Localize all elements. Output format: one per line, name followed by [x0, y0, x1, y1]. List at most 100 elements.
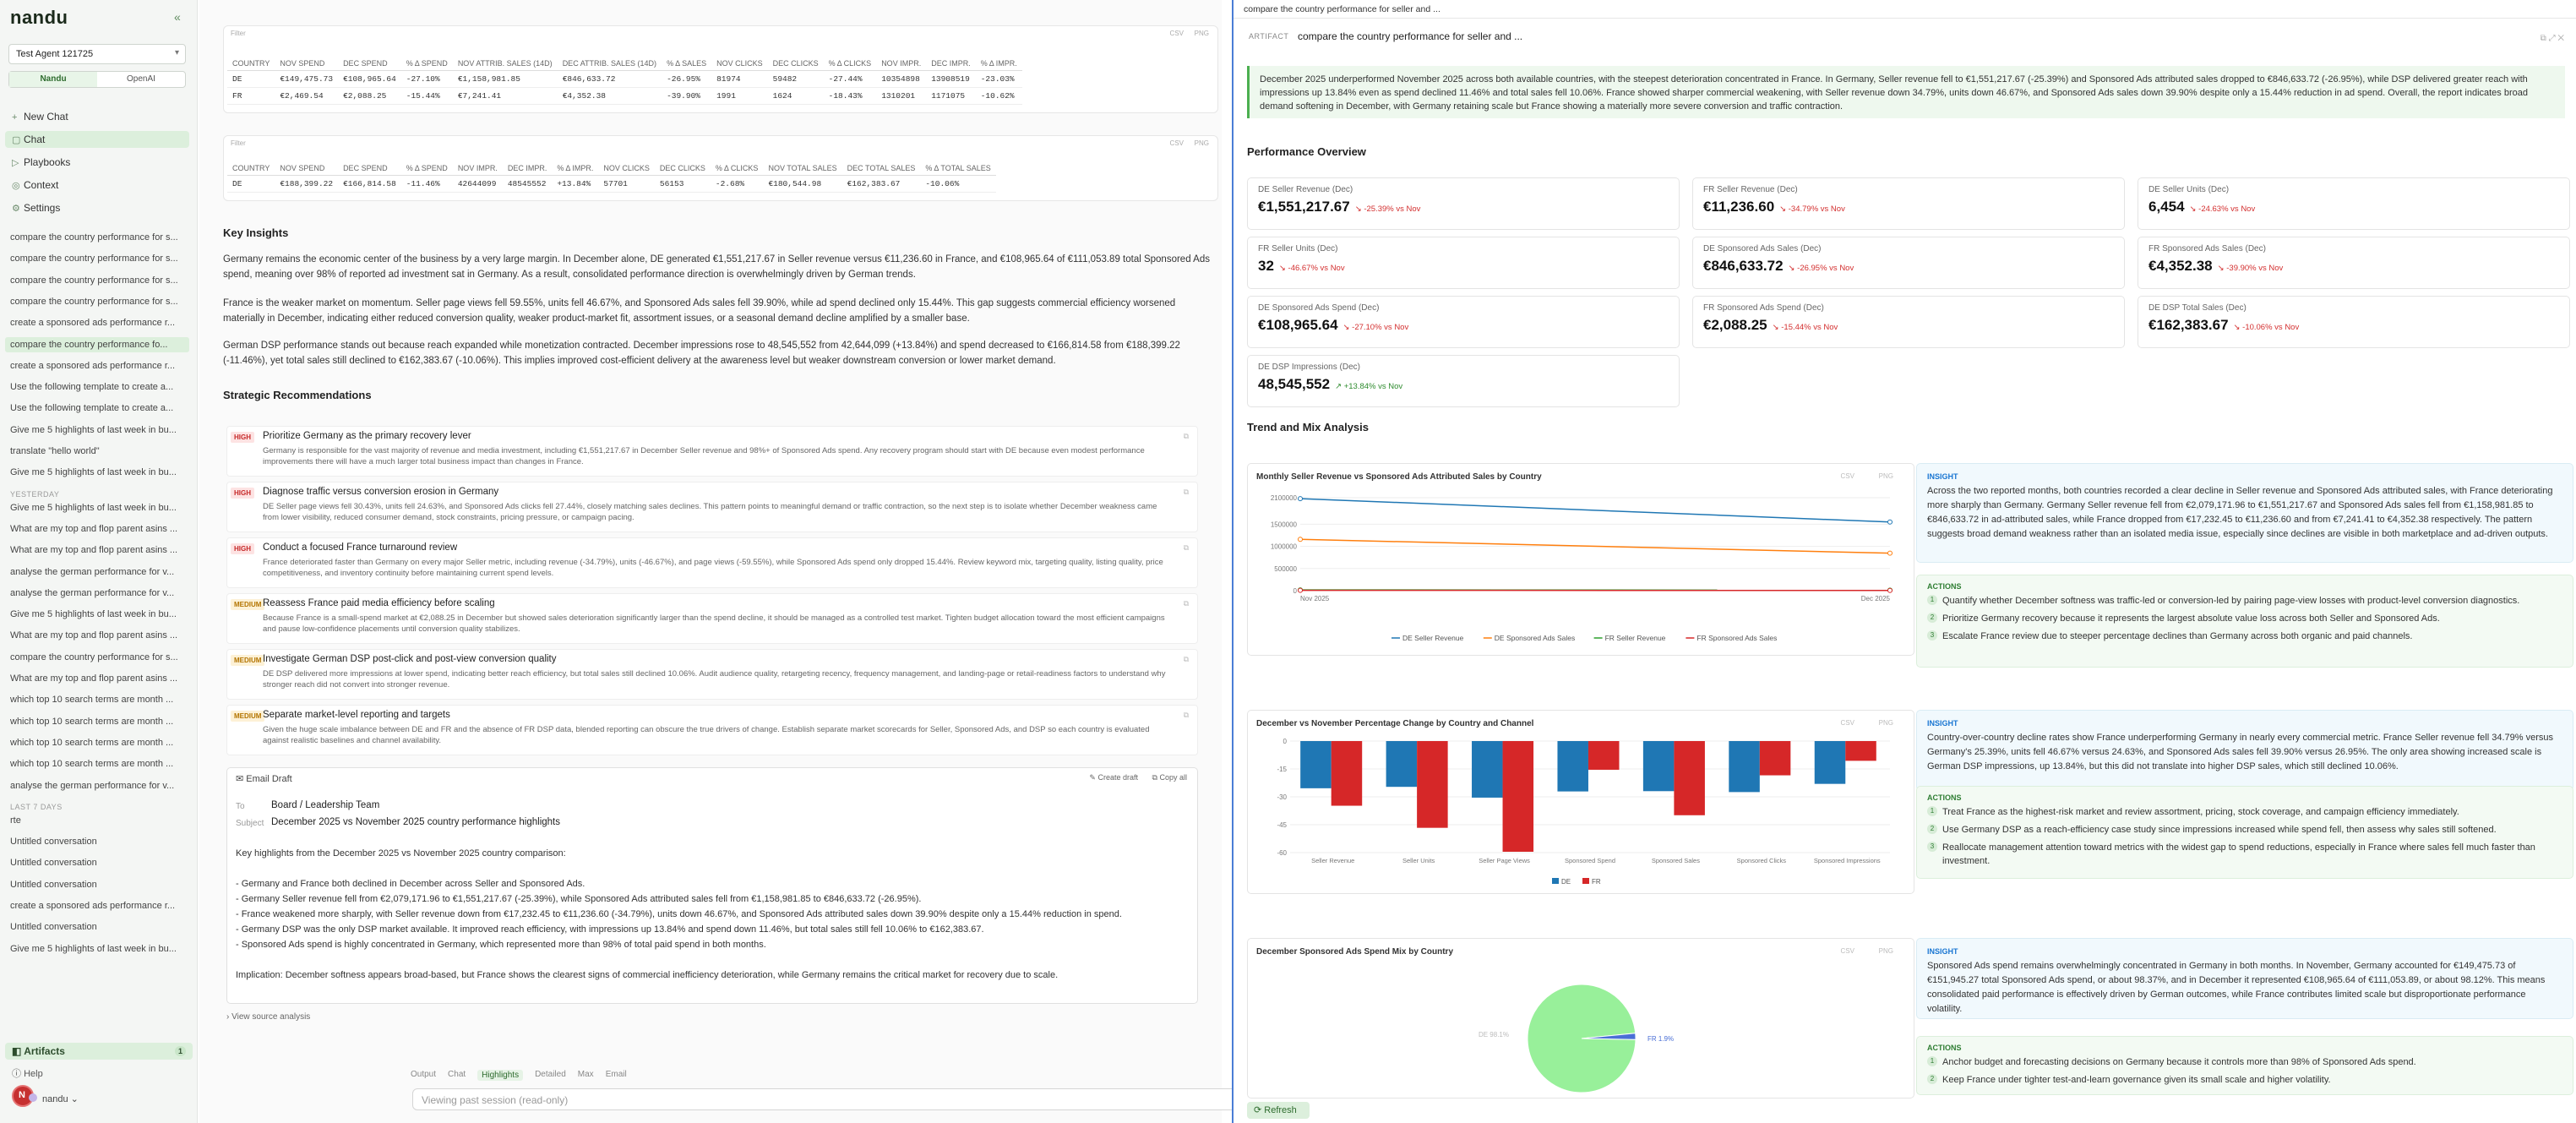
- history-item[interactable]: Give me 5 highlights of last week in bu.…: [10, 502, 177, 513]
- history-item[interactable]: create a sponsored ads performance r...: [10, 318, 176, 329]
- history-item[interactable]: What are my top and flop parent asins ..…: [10, 630, 178, 641]
- copy-icon[interactable]: ⧉: [1183, 488, 1189, 496]
- history-item[interactable]: Use the following template to create a..…: [10, 403, 174, 414]
- recommendation-title: Investigate German DSP post-click and po…: [263, 654, 557, 664]
- bar[interactable]: [1588, 741, 1620, 770]
- data-point[interactable]: [1298, 496, 1303, 502]
- history-item[interactable]: compare the country performance for s...: [10, 275, 178, 286]
- expand-icon[interactable]: ⤢: [2548, 34, 2556, 43]
- csv-button[interactable]: CSV: [1840, 719, 1854, 727]
- history-item[interactable]: compare the country performance fo...: [5, 336, 189, 352]
- history-item[interactable]: Untitled conversation: [10, 837, 97, 848]
- filter-button[interactable]: Filter: [231, 139, 246, 147]
- nav-item-chat[interactable]: ▢ Chat: [5, 131, 189, 148]
- tab-output[interactable]: Output: [411, 1070, 437, 1079]
- history-item[interactable]: which top 10 search terms are month ...: [10, 737, 174, 748]
- png-button[interactable]: PNG: [1878, 719, 1893, 727]
- csv-button[interactable]: CSV: [1840, 472, 1854, 480]
- nav-item-playbooks[interactable]: ▷ Playbooks: [5, 154, 189, 171]
- tab-chat[interactable]: Chat: [448, 1070, 466, 1079]
- bar[interactable]: [1300, 741, 1332, 788]
- png-button[interactable]: PNG: [1878, 947, 1893, 955]
- history-item[interactable]: Give me 5 highlights of last week in bu.…: [10, 943, 177, 954]
- history-item[interactable]: compare the country performance for s...: [10, 296, 178, 307]
- history-item[interactable]: compare the country performance for s...: [10, 232, 178, 243]
- history-item[interactable]: create a sponsored ads performance r...: [10, 360, 176, 371]
- history-item[interactable]: which top 10 search terms are month ...: [10, 695, 174, 706]
- data-point[interactable]: [1298, 587, 1303, 593]
- bar[interactable]: [1759, 741, 1791, 776]
- data-point[interactable]: [1887, 519, 1893, 525]
- copy-icon[interactable]: ⧉: [1183, 655, 1189, 663]
- csv-button[interactable]: CSV: [1169, 30, 1184, 37]
- bar[interactable]: [1814, 741, 1846, 784]
- tab-max[interactable]: Max: [577, 1070, 594, 1079]
- history-item[interactable]: which top 10 search terms are month ...: [10, 759, 174, 770]
- create-draft-button[interactable]: ✎ Create draft: [1089, 773, 1138, 782]
- history-item[interactable]: analyse the german performance for v...: [10, 780, 175, 791]
- bar[interactable]: [1417, 741, 1448, 828]
- copy-icon[interactable]: ⧉: [1183, 711, 1189, 719]
- y-tick-label: -15: [1277, 766, 1287, 773]
- bar[interactable]: [1386, 741, 1418, 788]
- bar[interactable]: [1331, 741, 1363, 806]
- history-item[interactable]: Give me 5 highlights of last week in bu.…: [10, 609, 177, 620]
- slice-label: DE 98.1%: [1479, 1031, 1509, 1039]
- tab-highlights[interactable]: Highlights: [477, 1070, 524, 1081]
- bar[interactable]: [1642, 741, 1675, 792]
- history-item[interactable]: create a sponsored ads performance r...: [10, 901, 176, 911]
- view-source-link[interactable]: › View source analysis: [226, 1012, 311, 1022]
- history-item[interactable]: Give me 5 highlights of last week in bu.…: [10, 424, 177, 435]
- csv-button[interactable]: CSV: [1169, 139, 1184, 147]
- refresh-button[interactable]: ⟳ Refresh: [1247, 1102, 1310, 1119]
- csv-button[interactable]: CSV: [1840, 947, 1854, 955]
- model-option-nandu[interactable]: Nandu: [9, 72, 97, 87]
- user-menu[interactable]: N nandu ⌄: [8, 1082, 194, 1112]
- history-item[interactable]: which top 10 search terms are month ...: [10, 716, 174, 727]
- bar[interactable]: [1557, 741, 1588, 792]
- bar[interactable]: [1472, 741, 1503, 798]
- history-item[interactable]: Untitled conversation: [10, 879, 97, 890]
- tab-email[interactable]: Email: [605, 1070, 627, 1079]
- history-item[interactable]: translate "hello world": [10, 446, 100, 456]
- history-item[interactable]: Give me 5 highlights of last week in bu.…: [10, 467, 177, 478]
- copy-icon[interactable]: ⧉: [1183, 599, 1189, 608]
- history-item[interactable]: compare the country performance for s...: [10, 651, 178, 662]
- history-item[interactable]: compare the country performance for s...: [10, 253, 178, 264]
- bar[interactable]: [1502, 741, 1534, 853]
- nav-item-context[interactable]: ◎ Context: [5, 177, 189, 194]
- png-button[interactable]: PNG: [1878, 472, 1893, 480]
- tab-detailed[interactable]: Detailed: [535, 1070, 566, 1079]
- history-item[interactable]: Untitled conversation: [10, 858, 97, 869]
- history-item[interactable]: Use the following template to create a..…: [10, 382, 174, 393]
- copy-icon[interactable]: ⧉: [1183, 543, 1189, 552]
- bar[interactable]: [1674, 741, 1705, 815]
- pie-slice[interactable]: [1581, 1033, 1637, 1040]
- history-item[interactable]: analyse the german performance for v...: [10, 587, 175, 598]
- copy-icon[interactable]: ⧉: [2540, 34, 2546, 43]
- data-point[interactable]: [1887, 550, 1893, 556]
- agent-select[interactable]: Test Agent 121725 ▾: [8, 44, 186, 64]
- history-item[interactable]: What are my top and flop parent asins ..…: [10, 673, 178, 684]
- bar[interactable]: [1845, 741, 1876, 761]
- bar[interactable]: [1729, 741, 1760, 793]
- copy-icon[interactable]: ⧉: [1183, 432, 1189, 440]
- data-point[interactable]: [1298, 537, 1303, 542]
- history-item[interactable]: Untitled conversation: [10, 922, 97, 933]
- png-button[interactable]: PNG: [1194, 139, 1209, 147]
- filter-button[interactable]: Filter: [231, 30, 246, 37]
- history-item[interactable]: rte: [10, 815, 21, 826]
- copy-all-button[interactable]: ⧉ Copy all: [1152, 773, 1187, 782]
- model-option-openai[interactable]: OpenAI: [127, 74, 155, 84]
- data-point[interactable]: [1887, 587, 1893, 593]
- collapse-sidebar-icon[interactable]: «: [174, 10, 181, 24]
- history-item[interactable]: What are my top and flop parent asins ..…: [10, 523, 178, 534]
- close-icon[interactable]: ✕: [2557, 34, 2564, 43]
- png-button[interactable]: PNG: [1194, 30, 1209, 37]
- nav-item-settings[interactable]: ⚙ Settings: [5, 199, 189, 216]
- nav-item-new-chat[interactable]: + New Chat: [5, 108, 189, 125]
- artifacts-button[interactable]: ◧ Artifacts 1: [5, 1043, 193, 1060]
- history-item[interactable]: What are my top and flop parent asins ..…: [10, 545, 178, 556]
- history-item[interactable]: analyse the german performance for v...: [10, 566, 175, 577]
- help-link[interactable]: ⓘ Help: [12, 1066, 43, 1080]
